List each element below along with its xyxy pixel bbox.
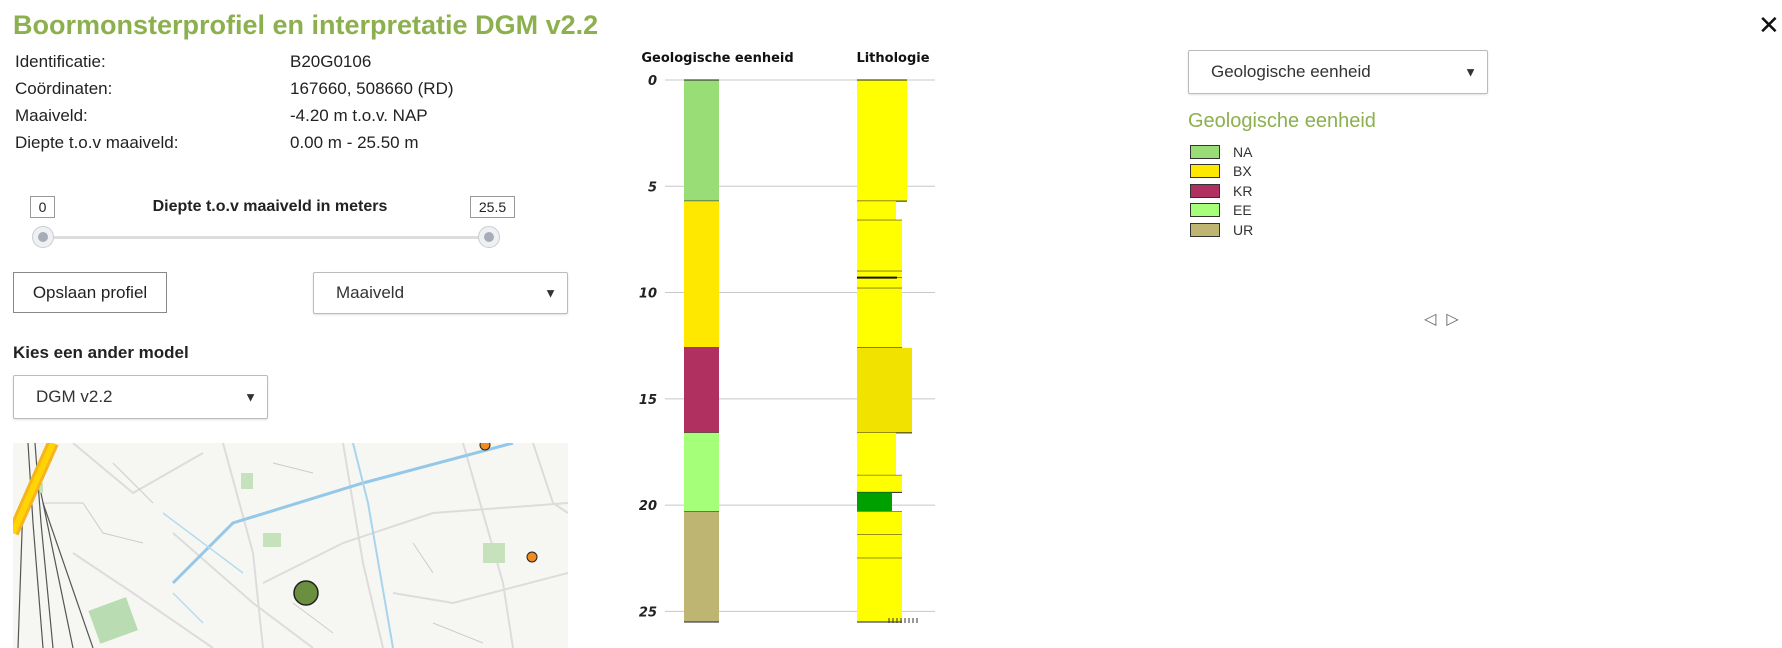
lithology-interval <box>857 511 902 535</box>
next-page-icon[interactable]: ▷ <box>1446 311 1459 328</box>
info-label: Coördinaten: <box>15 79 113 98</box>
legend-item-bx: BX <box>1190 162 1253 182</box>
previous-page-icon[interactable]: ◁ <box>1424 311 1437 328</box>
close-icon[interactable]: ✕ <box>1758 10 1780 40</box>
reference-level-value: Maaiveld <box>336 283 405 302</box>
lithology-interval <box>857 220 902 272</box>
info-label: Maaiveld: <box>15 106 88 125</box>
geology-interval-na <box>684 80 719 202</box>
geology-interval-ur <box>684 511 719 622</box>
slider-max-handle[interactable] <box>478 226 500 248</box>
info-label: Diepte t.o.v maaiveld: <box>15 133 179 152</box>
depth-max-input[interactable]: 25.5 <box>470 196 515 218</box>
dropdown-arrow-icon: ▼ <box>244 389 257 405</box>
location-map[interactable] <box>13 443 568 648</box>
reference-level-select[interactable]: Maaiveld ▼ <box>313 272 568 314</box>
legend-title: Geologische eenheid <box>1188 110 1376 132</box>
lithology-interval <box>857 475 902 493</box>
geology-interval-ee <box>684 432 719 512</box>
selected-borehole-marker <box>293 580 319 606</box>
legend-type-value: Geologische eenheid <box>1211 62 1371 81</box>
model-select-value: DGM v2.2 <box>36 387 113 406</box>
depth-min-input[interactable]: 0 <box>30 196 55 218</box>
legend-pager: ◁ ▷ <box>1424 309 1459 329</box>
lithology-interval <box>857 347 912 433</box>
slider-track[interactable] <box>45 236 491 239</box>
slider-min-handle[interactable] <box>32 226 54 248</box>
info-value: B20G0106 <box>290 52 372 71</box>
legend-item-ur: UR <box>1190 220 1253 240</box>
page-title: Boormonsterprofiel en interpretatie DGM … <box>13 10 599 40</box>
lithology-interval <box>857 277 902 289</box>
lithology-interval <box>857 432 896 476</box>
info-value: 167660, 508660 (RD) <box>290 79 454 98</box>
legend-swatch <box>1190 164 1220 179</box>
save-profile-button[interactable]: Opslaan profiel <box>13 272 167 313</box>
lithology-interval <box>857 534 902 559</box>
legend-label: EE <box>1233 202 1252 219</box>
legend-label: KR <box>1233 182 1253 199</box>
model-section-label: Kies een ander model <box>13 343 189 362</box>
y-tick-label: 20 <box>639 499 657 514</box>
legend-item-kr: KR <box>1190 181 1253 201</box>
borehole-profile-chart: 0510152025Diepte in meters t.o.v. maaive… <box>605 40 985 648</box>
legend-type-select[interactable]: Geologische eenheid ▼ <box>1188 50 1488 94</box>
column-header-lithology: Lithologie <box>856 51 929 66</box>
lithology-interval <box>857 271 902 278</box>
lithology-interval <box>857 80 907 202</box>
legend-swatch <box>1190 144 1220 159</box>
geology-interval-kr <box>684 347 719 433</box>
map-canvas <box>13 443 568 648</box>
y-tick-label: 10 <box>639 287 657 302</box>
y-tick-label: 25 <box>639 605 657 620</box>
legend-swatch <box>1190 222 1220 237</box>
profile-svg: 0510152025Diepte in meters t.o.v. maaive… <box>639 51 935 623</box>
depth-range-slider: 0 Diepte t.o.v maaiveld in meters 25.5 <box>30 196 515 256</box>
lithology-interval <box>857 201 896 221</box>
model-select[interactable]: DGM v2.2 ▼ <box>13 375 268 419</box>
column-header-geology: Geologische eenheid <box>641 51 793 66</box>
legend-item-ee: EE <box>1190 201 1253 221</box>
legend-item-na: NA <box>1190 142 1253 162</box>
legend-label: BX <box>1233 163 1252 180</box>
depth-slider-label: Diepte t.o.v maaiveld in meters <box>152 198 388 215</box>
lithology-interval <box>857 558 902 622</box>
legend-swatch <box>1190 203 1220 218</box>
y-tick-label: 5 <box>648 180 657 195</box>
y-tick-label: 15 <box>639 393 657 408</box>
dropdown-arrow-icon: ▼ <box>1464 64 1477 80</box>
legend-label: UR <box>1233 221 1254 238</box>
legend-label: NA <box>1233 143 1253 160</box>
legend: NA BX KR EE UR <box>1190 142 1253 240</box>
info-value: 0.00 m - 25.50 m <box>290 133 419 152</box>
lithology-interval <box>857 288 902 348</box>
lithology-interval <box>857 492 892 512</box>
legend-swatch <box>1190 183 1220 198</box>
info-label: Identificatie: <box>15 52 106 71</box>
info-value: -4.20 m t.o.v. NAP <box>290 106 428 125</box>
geology-interval-bx <box>684 201 719 348</box>
y-tick-label: 0 <box>648 74 657 89</box>
dropdown-arrow-icon: ▼ <box>544 285 557 301</box>
